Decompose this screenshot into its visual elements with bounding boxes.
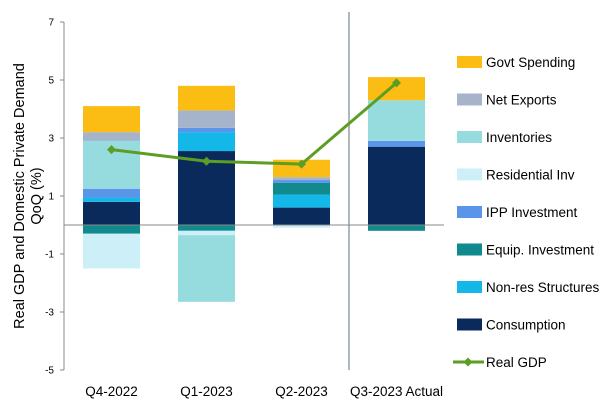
real-gdp-point (202, 156, 211, 166)
bar-segment (83, 225, 140, 234)
bar-segment (368, 146, 425, 225)
y-axis-label-line: Real GDP and Domestic Private Demand (12, 63, 28, 329)
bar-segment (178, 235, 235, 302)
bar-segment (273, 225, 330, 228)
legend-label: Residential Inv (486, 168, 575, 183)
bar-segment (368, 225, 425, 231)
x-category-label: Q4-2022 (85, 384, 138, 399)
legend-swatch (457, 131, 482, 143)
legend-swatch (457, 168, 482, 181)
bar-segment (273, 207, 330, 225)
legend-swatch (457, 318, 482, 331)
bar-segment (273, 182, 330, 195)
bar-segment (368, 140, 425, 147)
y-tick-label: -1 (45, 250, 54, 261)
bar-segment (368, 100, 425, 141)
bar-segment (273, 194, 330, 208)
legend-label: Consumption (486, 318, 566, 333)
legend-swatch (457, 56, 482, 68)
bar-segment (178, 127, 235, 133)
legend-label: Non-res Structures (486, 280, 600, 295)
real-gdp-line-path (111, 81, 398, 166)
y-tick-label: 5 (48, 76, 54, 87)
legend-line-marker (463, 357, 473, 367)
legend-label: Real GDP (486, 355, 547, 370)
bar-segment (273, 177, 330, 181)
bar-segment (178, 230, 235, 236)
legend-label: Equip. Investment (486, 243, 594, 258)
legend-label: Govt Spending (486, 55, 575, 70)
bar-segment (83, 188, 140, 198)
legend-swatch (457, 281, 482, 293)
x-axis: Q4-2022 Q1-2023 Q2-2023 Q3-2023 Actual (85, 384, 443, 399)
y-tick-label: -5 (45, 366, 54, 377)
legend-swatch (457, 93, 482, 106)
y-tick-label: 7 (48, 18, 54, 29)
real-gdp-point (297, 159, 306, 169)
legend: Govt Spending Net Exports Inventories Resid… (453, 55, 600, 370)
y-axis-label-line: QoQ (%) (29, 167, 45, 224)
bar-segment (83, 132, 140, 141)
real-gdp-point (392, 78, 401, 88)
legend-label: IPP Investment (486, 205, 578, 220)
y-axis-label: Real GDP and Domestic Private DemandQoQ … (12, 63, 45, 329)
real-gdp-point (107, 145, 116, 155)
bar-segment (83, 233, 140, 269)
legend-swatch (457, 243, 482, 256)
y-tick-label: 3 (48, 134, 54, 145)
bars (64, 12, 444, 370)
real-gdp-line (107, 78, 401, 169)
bar-segment (83, 201, 140, 225)
x-category-label: Q1-2023 (180, 384, 233, 399)
legend-label: Inventories (486, 130, 552, 145)
bar-segment (273, 180, 330, 183)
y-axis: 7 5 3 1 -1 -3 -5 (45, 18, 65, 377)
legend-swatch (457, 206, 482, 218)
bar-segment (178, 85, 235, 111)
y-tick-label: -3 (45, 308, 54, 319)
y-tick-label: 1 (48, 192, 54, 203)
legend-label: Net Exports (486, 93, 557, 108)
x-category-label: Q3-2023 Actual (350, 384, 443, 399)
bar-segment (83, 197, 140, 202)
x-category-label: Q2-2023 (275, 384, 328, 399)
bar-segment (83, 106, 140, 133)
bar-segment (178, 132, 235, 152)
bar-segment (178, 225, 235, 231)
bar-segment (178, 110, 235, 128)
